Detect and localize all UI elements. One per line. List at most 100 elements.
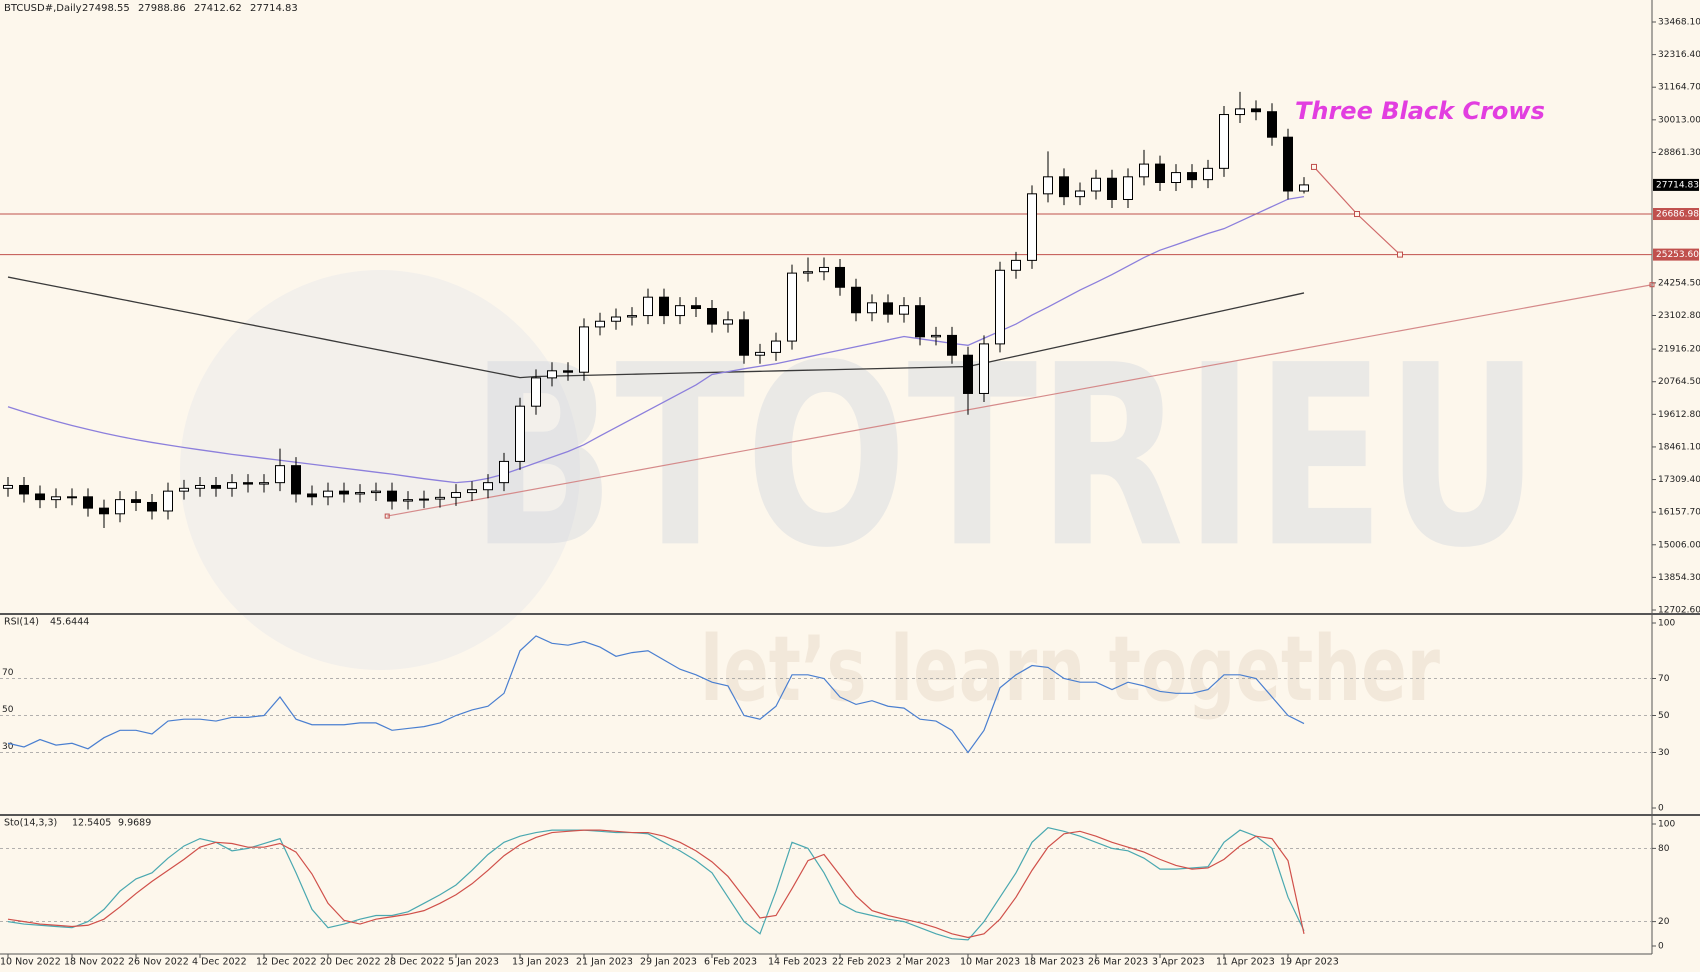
x-tick-label: 5 Jan 2023 — [448, 957, 499, 968]
y-tick-label: 0 — [1658, 804, 1664, 814]
candle-body — [995, 269, 1005, 345]
x-tick-label: 20 Dec 2022 — [320, 957, 381, 968]
last-price-box — [1653, 178, 1699, 191]
x-tick-label: 19 Apr 2023 — [1280, 957, 1339, 968]
candle-body — [211, 484, 221, 489]
y-tick-label: 24254.50 — [1658, 278, 1700, 288]
candle-body — [1123, 176, 1133, 200]
candle-body — [35, 493, 45, 501]
level-label-box — [1653, 248, 1699, 261]
y-tick-label: 30013.00 — [1658, 115, 1700, 125]
y-tick-label: 32316.40 — [1658, 50, 1700, 60]
candle-body — [307, 493, 317, 498]
candle-body — [1027, 193, 1037, 261]
candle-body — [387, 490, 397, 502]
candle-body — [1059, 176, 1069, 198]
x-tick-label: 11 Apr 2023 — [1216, 957, 1275, 968]
candle-body — [1107, 177, 1117, 200]
indicator-line — [7, 635, 1305, 754]
y-tick-label: 31164.70 — [1658, 83, 1700, 93]
candle-body — [323, 490, 333, 498]
candle-body — [1267, 111, 1277, 138]
candle-body — [915, 305, 925, 338]
y-tick-label: 20 — [1658, 917, 1670, 927]
indicator-value: 12.5405 — [72, 818, 111, 829]
candle-body — [1203, 167, 1213, 181]
trendline-anchor — [1649, 282, 1655, 288]
indicator-title: RSI(14) — [4, 617, 39, 628]
indicator-value: 45.6444 — [50, 617, 89, 628]
y-tick-label: 16157.70 — [1658, 508, 1700, 518]
candle-body — [931, 334, 941, 338]
x-tick-label: 29 Jan 2023 — [640, 957, 697, 968]
candle-body — [227, 482, 237, 489]
candle-body — [627, 315, 637, 318]
candle-body — [195, 484, 205, 489]
y-tick-label: 15006.00 — [1658, 540, 1700, 550]
candle-body — [499, 460, 509, 484]
y-tick-label-left: 70 — [2, 668, 14, 678]
candle-body — [291, 465, 301, 495]
candle-body — [835, 266, 845, 288]
candle-body — [1235, 108, 1245, 116]
x-tick-label: 4 Dec 2022 — [192, 957, 247, 968]
indicator-line — [7, 827, 1305, 941]
x-tick-label: 10 Mar 2023 — [960, 957, 1020, 968]
x-tick-label: 28 Dec 2022 — [384, 957, 445, 968]
candle-body — [643, 296, 653, 317]
candle-body — [179, 487, 189, 492]
candle-body — [803, 271, 813, 274]
projection-anchor — [1311, 163, 1317, 170]
indicator-value: 9.9689 — [118, 818, 151, 829]
level-label-box — [1653, 208, 1699, 221]
x-tick-label: 6 Feb 2023 — [704, 957, 757, 968]
candle-body — [1091, 177, 1101, 192]
y-tick-label-left: 30 — [2, 742, 14, 752]
x-tick-label: 26 Nov 2022 — [128, 957, 189, 968]
candle-body — [1011, 259, 1021, 271]
candle-body — [83, 496, 93, 509]
candle-body — [67, 496, 77, 499]
moving-average — [7, 276, 1305, 379]
x-tick-label: 3 Apr 2023 — [1152, 957, 1205, 968]
y-tick-label-left: 50 — [2, 705, 14, 715]
x-tick-label: 22 Feb 2023 — [832, 957, 891, 968]
y-tick-label: 12702.60 — [1658, 606, 1700, 616]
candle-body — [579, 326, 589, 373]
candle-body — [611, 316, 621, 322]
candle-body — [3, 484, 13, 489]
y-tick-label: 100 — [1658, 820, 1675, 830]
y-tick-label: 80 — [1658, 844, 1670, 854]
header-value: 27498.55 — [82, 3, 130, 14]
symbol-label: BTCUSD#,Daily — [4, 3, 82, 14]
y-tick-label: 50 — [1658, 711, 1670, 721]
candle-body — [867, 302, 877, 314]
candle-body — [979, 343, 989, 394]
trendline — [387, 284, 1653, 517]
candle-body — [739, 319, 749, 356]
level-label: 26686.98 — [1656, 210, 1699, 220]
candle-body — [1251, 108, 1261, 113]
y-tick-label: 33468.10 — [1658, 18, 1700, 28]
x-tick-label: 14 Feb 2023 — [768, 957, 827, 968]
projection-anchor — [1354, 211, 1360, 218]
candle-body — [115, 499, 125, 515]
candle-body — [131, 499, 141, 503]
candle-body — [547, 370, 557, 379]
candle-body — [723, 319, 733, 325]
candle-body — [1043, 176, 1053, 195]
y-tick-label: 18461.10 — [1658, 442, 1700, 452]
x-tick-label: 13 Jan 2023 — [512, 957, 569, 968]
candle-body — [467, 489, 477, 494]
candle-body — [1283, 136, 1293, 192]
annotation: Three Black Crows — [1295, 97, 1545, 125]
candle-body — [899, 305, 909, 315]
y-tick-label: 70 — [1658, 674, 1670, 684]
x-tick-label: 21 Jan 2023 — [576, 957, 633, 968]
candle-body — [435, 496, 445, 500]
candle-body — [371, 490, 381, 494]
candle-body — [595, 320, 605, 328]
y-tick-label: 17309.40 — [1658, 475, 1700, 485]
